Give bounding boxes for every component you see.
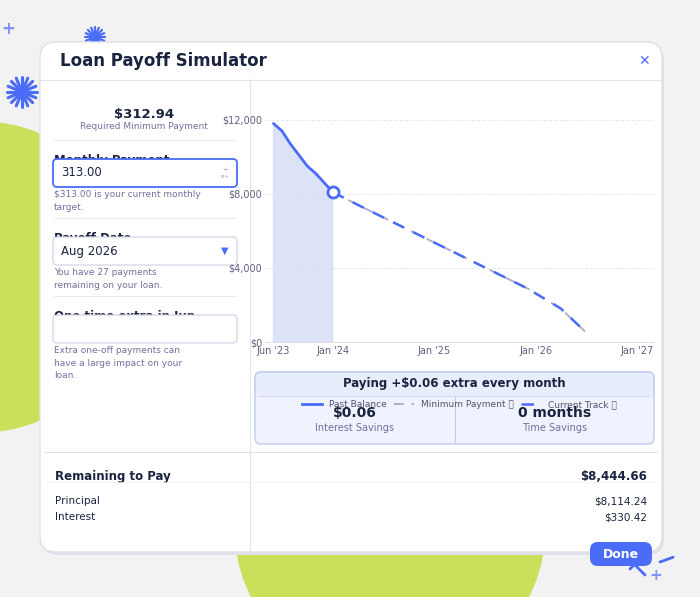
FancyBboxPatch shape	[42, 45, 664, 555]
Text: Done: Done	[603, 547, 639, 561]
Text: Principal: Principal	[55, 496, 100, 506]
Text: 0 months: 0 months	[518, 406, 591, 420]
Text: $0.06: $0.06	[332, 406, 377, 420]
Legend: Past Balance, Minimum Payment ⓘ, Current Track ⓘ: Past Balance, Minimum Payment ⓘ, Current…	[298, 396, 621, 413]
Text: $313.00 is your current monthly
target.: $313.00 is your current monthly target.	[54, 190, 201, 211]
Text: Monthly Payment: Monthly Payment	[54, 154, 169, 167]
FancyBboxPatch shape	[53, 315, 237, 343]
FancyBboxPatch shape	[255, 372, 654, 444]
Circle shape	[235, 372, 545, 597]
Text: 313.00: 313.00	[61, 167, 102, 180]
Text: Paying +$0.06 extra every month: Paying +$0.06 extra every month	[343, 377, 566, 390]
Text: $330.42: $330.42	[604, 512, 647, 522]
Text: Interest: Interest	[55, 512, 95, 522]
FancyBboxPatch shape	[40, 42, 662, 552]
Text: ▼: ▼	[220, 246, 228, 256]
Text: $312.94: $312.94	[114, 108, 174, 121]
Circle shape	[0, 122, 135, 432]
Text: Remaining to Pay: Remaining to Pay	[55, 470, 171, 483]
Polygon shape	[274, 124, 332, 342]
FancyBboxPatch shape	[53, 237, 237, 265]
FancyBboxPatch shape	[53, 159, 237, 187]
Text: Payoff Date: Payoff Date	[54, 232, 132, 245]
Text: One time extra in Jun: One time extra in Jun	[54, 310, 195, 323]
Text: $8,114.24: $8,114.24	[594, 496, 647, 506]
Text: Interest Savings: Interest Savings	[315, 423, 394, 433]
Text: +-: +-	[223, 167, 230, 171]
Text: You have 27 payments
remaining on your loan.: You have 27 payments remaining on your l…	[54, 268, 162, 290]
Text: Aug 2026: Aug 2026	[61, 245, 118, 257]
Text: Time Savings: Time Savings	[522, 423, 587, 433]
Text: $8,444.66: $8,444.66	[580, 470, 647, 483]
Text: ✕: ✕	[638, 54, 650, 68]
Text: ×÷: ×÷	[220, 174, 230, 180]
Bar	[256, 384, 653, 396]
FancyBboxPatch shape	[255, 372, 654, 396]
Text: Extra one-off payments can
have a large impact on your
loan.: Extra one-off payments can have a large …	[54, 346, 182, 380]
Text: +: +	[1, 20, 15, 38]
FancyBboxPatch shape	[590, 542, 652, 566]
Text: +: +	[650, 568, 662, 583]
Text: Required Minimum Payment: Required Minimum Payment	[80, 122, 208, 131]
Text: Loan Payoff Simulator: Loan Payoff Simulator	[60, 52, 267, 70]
